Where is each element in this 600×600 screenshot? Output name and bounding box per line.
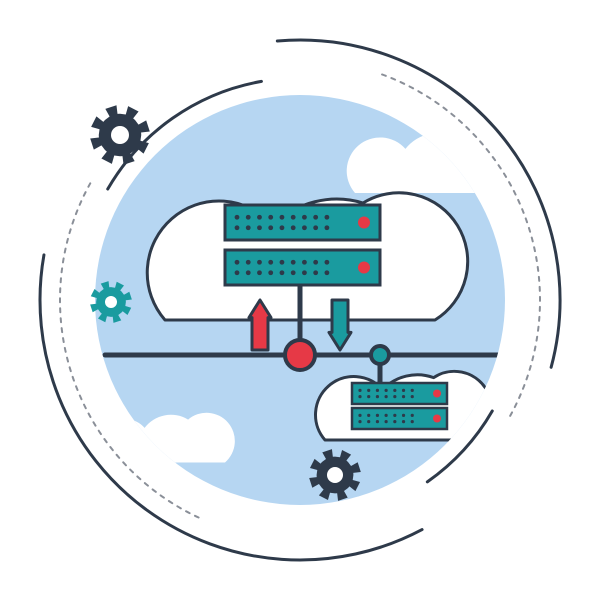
server-rack	[352, 383, 447, 404]
gear-hole	[105, 296, 117, 308]
server-rack	[225, 250, 380, 285]
server-rack	[352, 408, 447, 429]
network-node-main	[285, 340, 315, 370]
server-led-icon	[433, 390, 441, 398]
cloud-network-diagram	[0, 0, 600, 600]
server-led-icon	[358, 262, 370, 274]
gear-hole	[111, 126, 129, 144]
server-rack	[225, 205, 380, 240]
gear-hole	[327, 467, 343, 483]
server-led-icon	[358, 217, 370, 229]
server-led-icon	[433, 415, 441, 423]
network-node-small	[371, 346, 389, 364]
